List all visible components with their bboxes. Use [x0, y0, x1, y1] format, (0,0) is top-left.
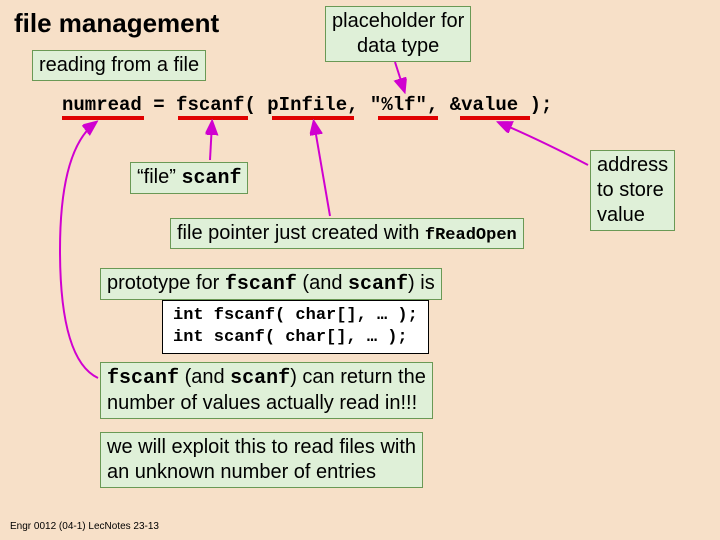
annotation-arrows	[0, 0, 720, 540]
